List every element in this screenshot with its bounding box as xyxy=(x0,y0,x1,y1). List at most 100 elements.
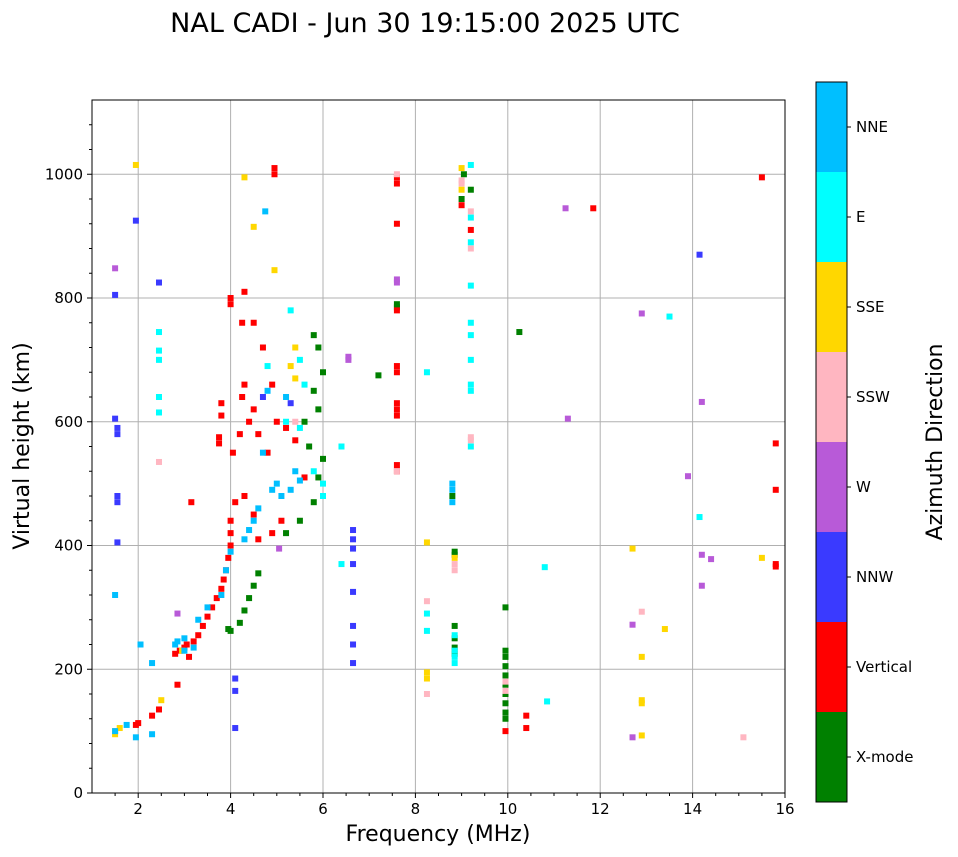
data-point xyxy=(467,381,474,388)
data-point xyxy=(393,180,400,187)
colorbar-swatch xyxy=(816,172,847,262)
data-point xyxy=(467,208,474,215)
data-point xyxy=(451,660,458,667)
data-point xyxy=(467,239,474,246)
data-point xyxy=(301,418,308,425)
data-point xyxy=(772,440,779,447)
data-point xyxy=(155,347,162,354)
data-point xyxy=(172,641,179,648)
data-point xyxy=(204,604,211,611)
data-point xyxy=(393,468,400,475)
y-tick-label: 400 xyxy=(54,537,83,555)
colorbar-tick-label: Vertical xyxy=(856,658,912,676)
data-point xyxy=(112,415,119,422)
data-point xyxy=(451,647,458,654)
data-point xyxy=(310,332,317,339)
data-point xyxy=(393,363,400,370)
data-point xyxy=(772,486,779,493)
data-point xyxy=(174,681,181,688)
data-point xyxy=(458,177,465,184)
data-point xyxy=(562,205,569,212)
data-point xyxy=(423,539,430,546)
data-point xyxy=(393,307,400,314)
data-point xyxy=(283,530,290,537)
data-point xyxy=(320,369,326,376)
data-point xyxy=(158,697,165,704)
data-point xyxy=(296,424,303,431)
data-point xyxy=(698,398,705,405)
data-point xyxy=(195,616,202,623)
data-point xyxy=(296,356,303,363)
series-nne xyxy=(112,208,456,741)
data-point xyxy=(232,687,239,694)
data-point xyxy=(758,554,765,561)
data-point xyxy=(264,449,271,456)
data-point xyxy=(132,217,139,224)
data-point xyxy=(467,245,474,252)
data-point xyxy=(227,530,234,537)
data-point xyxy=(246,527,253,534)
x-tick-label: 2 xyxy=(133,800,143,818)
data-point xyxy=(502,653,509,660)
data-point xyxy=(287,486,294,493)
x-axis: 2 4 6 8 10 12 14 16 xyxy=(114,793,795,818)
data-point xyxy=(310,499,317,506)
data-point xyxy=(393,304,400,311)
data-point xyxy=(255,431,262,438)
data-point xyxy=(423,627,430,634)
data-point xyxy=(269,530,276,537)
data-point xyxy=(449,499,456,506)
x-axis-label: Frequency (MHz) xyxy=(346,822,531,847)
data-point xyxy=(195,632,202,639)
data-point xyxy=(239,319,246,326)
data-point xyxy=(345,353,352,360)
data-point xyxy=(149,660,156,667)
data-point xyxy=(502,687,509,694)
data-point xyxy=(174,610,181,617)
data-point xyxy=(345,356,352,363)
y-tick-label: 800 xyxy=(54,289,83,307)
data-point xyxy=(218,592,225,598)
data-point xyxy=(451,561,458,568)
data-point xyxy=(132,161,139,168)
series-vertical xyxy=(132,165,779,735)
data-point xyxy=(135,720,142,727)
data-point xyxy=(149,731,156,738)
data-point xyxy=(278,517,285,524)
data-point xyxy=(696,514,703,521)
data-point xyxy=(262,208,269,215)
data-point xyxy=(149,712,156,719)
data-point xyxy=(292,468,299,475)
data-point xyxy=(255,536,262,543)
series-sse xyxy=(112,161,765,739)
colorbar-tick-label: SSW xyxy=(856,388,890,406)
data-point xyxy=(772,563,779,570)
colorbar-swatch xyxy=(816,532,847,622)
data-point xyxy=(250,406,257,413)
data-point xyxy=(423,610,430,617)
data-point xyxy=(218,412,225,419)
data-point xyxy=(449,486,456,493)
data-point xyxy=(227,542,234,549)
data-point xyxy=(181,644,188,651)
data-point xyxy=(467,319,474,326)
data-point xyxy=(227,301,234,308)
data-point xyxy=(271,165,278,172)
data-point xyxy=(112,731,119,738)
data-point xyxy=(283,394,290,400)
data-point xyxy=(350,545,357,552)
data-point xyxy=(451,554,458,561)
data-point xyxy=(292,375,299,382)
data-point xyxy=(638,310,645,317)
data-point xyxy=(213,595,220,602)
data-point xyxy=(393,301,400,308)
data-point xyxy=(393,406,400,413)
data-point xyxy=(271,267,278,274)
data-point xyxy=(315,344,322,351)
data-point xyxy=(393,171,400,178)
x-tick-label: 12 xyxy=(591,800,610,818)
data-point xyxy=(320,493,326,499)
data-point xyxy=(255,505,262,512)
data-point xyxy=(155,394,162,400)
